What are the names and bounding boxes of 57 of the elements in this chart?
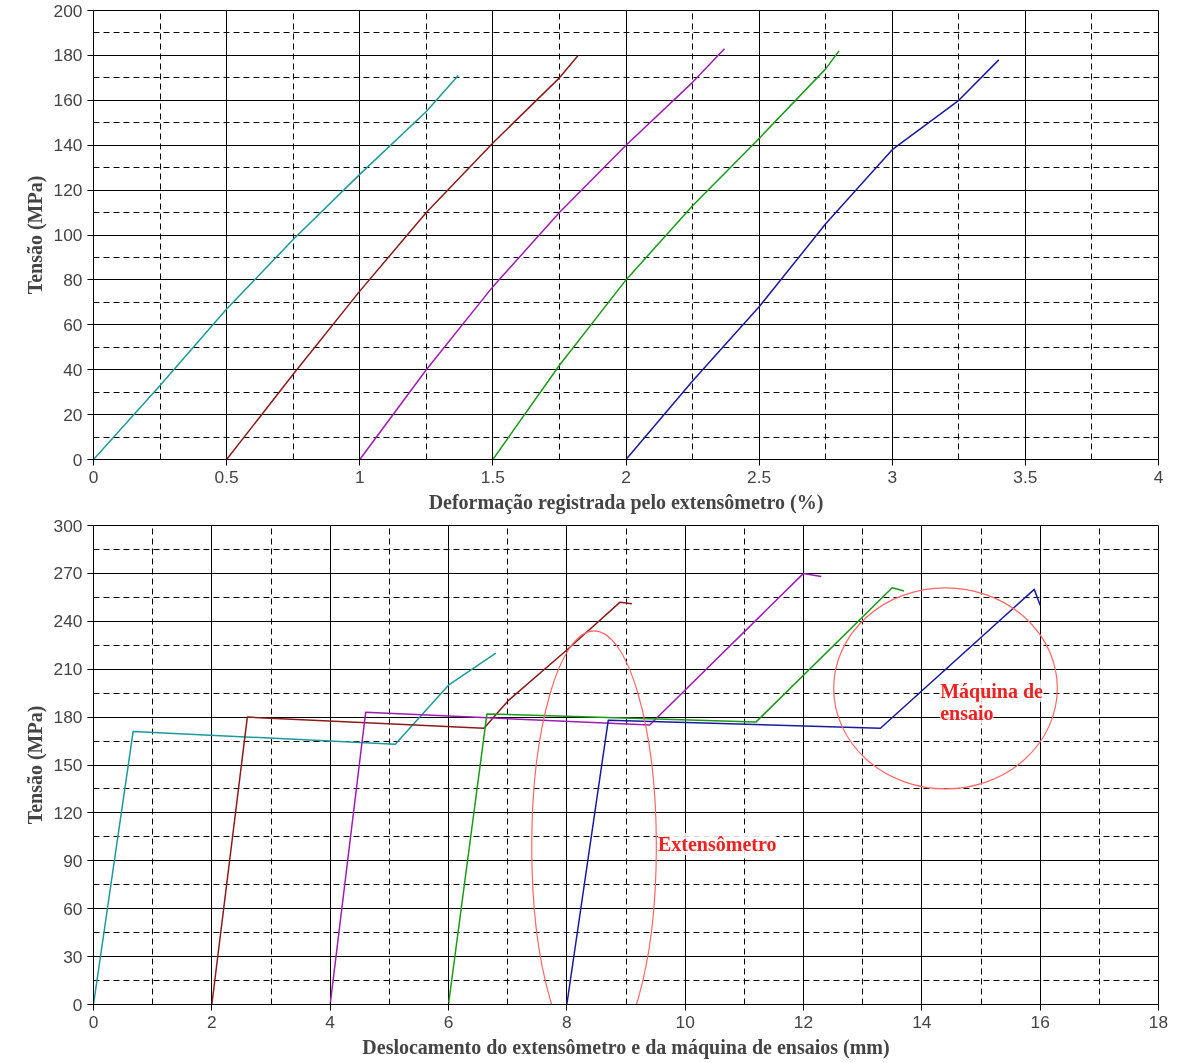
y-tick-label: 120: [53, 180, 83, 201]
y-tick-label: 80: [63, 269, 83, 290]
line-series: [329, 572, 822, 1005]
x-tick-label: 10: [675, 1011, 695, 1032]
y-tick-label: 140: [53, 135, 83, 156]
y-tick-label: 180: [53, 707, 83, 728]
line-series: [225, 54, 579, 460]
x-tick-label: 0.5: [214, 466, 239, 487]
y-tick-label: 200: [53, 0, 83, 21]
y-tick-label: 40: [63, 359, 83, 380]
x-tick-label: 0: [88, 466, 99, 487]
line-series: [93, 652, 497, 1005]
y-tick-label: 300: [53, 515, 83, 536]
y-tick-label: 270: [53, 563, 83, 584]
x-tick-label: 16: [1030, 1011, 1050, 1032]
y-tick-label: 30: [63, 946, 83, 967]
y-tick-label: 240: [53, 611, 83, 632]
x-tick-label: 4: [325, 1011, 336, 1032]
y-tick-label: 150: [53, 755, 83, 775]
y-tick-label: 60: [63, 898, 83, 919]
x-tick-label: 3: [887, 466, 898, 487]
line-series: [211, 601, 633, 1005]
annotation: Extensômetro: [657, 833, 777, 856]
y-tick-label: 210: [53, 659, 83, 680]
x-tick-label: 2: [207, 1011, 217, 1032]
x-tick-label: 0: [88, 1011, 99, 1032]
x-axis-title: Deformação registrada pelo extensômetro (%): [428, 490, 824, 514]
y-tick-label: 0: [72, 994, 83, 1015]
x-axis-title: Deslocamento do extensômetro e da máquina de ensaios (mm): [362, 1035, 890, 1059]
y-axis-title: Tensão (MPa): [23, 705, 47, 825]
y-axis-title: Tensão (MPa): [23, 175, 47, 295]
x-tick-label: 1: [354, 466, 365, 487]
y-tick-label: 160: [53, 90, 83, 111]
x-tick-label: 18: [1148, 1011, 1169, 1032]
line-series: [447, 587, 905, 1005]
x-tick-label: 14: [912, 1011, 932, 1032]
x-tick-label: 6: [443, 1011, 454, 1032]
x-tick-label: 8: [562, 1011, 572, 1032]
annotation: Máquina de ensaio: [940, 679, 1044, 724]
x-tick-label: 2.5: [747, 466, 772, 487]
y-tick-label: 120: [53, 802, 83, 823]
line-series: [566, 588, 1041, 1005]
y-tick-label: 90: [63, 850, 83, 871]
line-series: [359, 47, 726, 460]
x-tick-label: 3.5: [1013, 466, 1038, 487]
line-series: [625, 59, 1000, 460]
x-tick-label: 12: [793, 1011, 814, 1032]
y-tick-label: 180: [53, 45, 83, 66]
y-tick-label: 100: [53, 225, 83, 245]
x-tick-label: 2: [621, 466, 631, 487]
y-tick-label: 0: [72, 449, 83, 470]
y-tick-label: 20: [63, 404, 83, 425]
x-tick-label: 1.5: [480, 466, 505, 487]
y-tick-label: 60: [63, 314, 83, 335]
line-series: [492, 50, 840, 460]
line-series: [93, 74, 460, 460]
x-tick-label: 4: [1153, 466, 1164, 487]
